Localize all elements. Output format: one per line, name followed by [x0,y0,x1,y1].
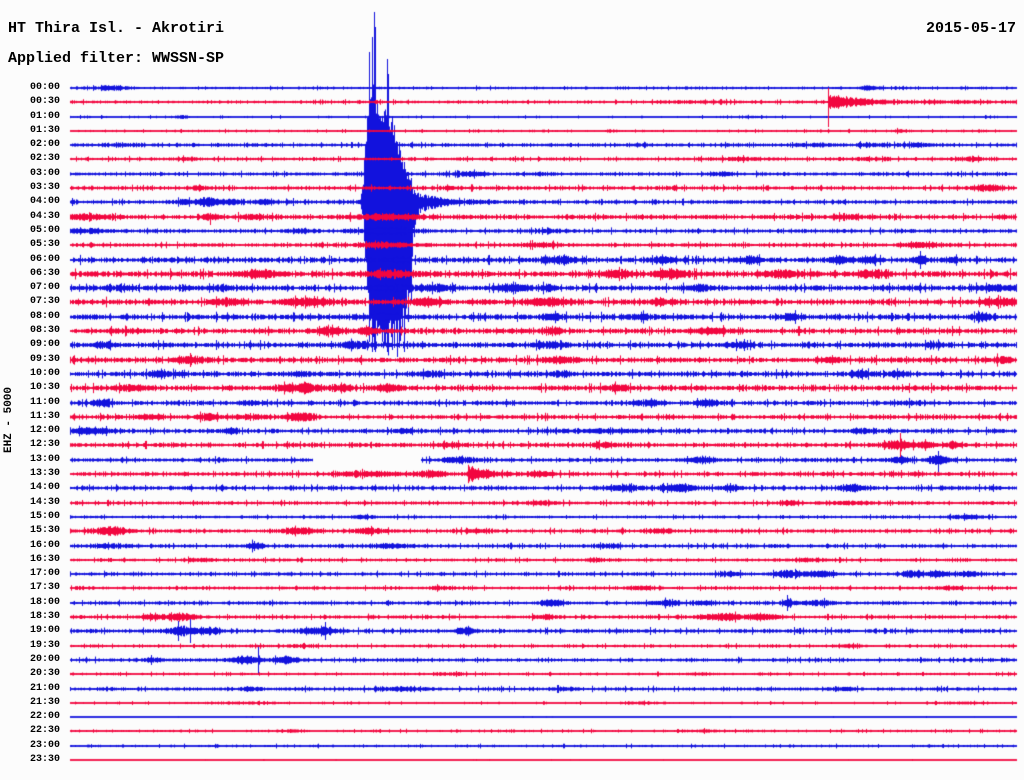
time-label: 18:00 [29,597,60,608]
time-label: 01:00 [29,111,60,122]
time-label: 20:00 [29,654,60,665]
time-label: 04:00 [29,196,60,207]
time-label: 19:00 [29,625,60,636]
time-label: 23:00 [29,740,60,751]
time-label: 11:00 [29,397,60,408]
time-label: 03:00 [29,168,60,179]
time-label: 20:30 [29,668,60,679]
time-label: 13:30 [29,468,60,479]
time-label: 08:30 [29,325,60,336]
time-label: 07:30 [29,296,60,307]
time-label: 16:00 [29,540,60,551]
time-label: 02:00 [29,139,60,150]
time-label: 04:30 [29,211,60,222]
time-label: 17:00 [29,568,60,579]
time-label: 17:30 [29,582,60,593]
date-label: 2015-05-17 [925,20,1016,37]
time-label: 14:30 [29,497,60,508]
time-label: 02:30 [29,153,60,164]
time-label: 00:00 [29,82,60,93]
time-label: 15:30 [29,525,60,536]
time-label: 05:30 [29,239,60,250]
time-label: 11:30 [29,411,60,422]
time-label: 21:30 [29,697,60,708]
time-label: 14:00 [29,482,60,493]
time-label: 09:30 [29,354,60,365]
time-label: 01:30 [29,125,60,136]
time-label: 21:00 [29,683,60,694]
time-label: 22:00 [29,711,60,722]
time-label: 10:00 [29,368,60,379]
time-label: 09:00 [29,339,60,350]
time-label: 10:30 [29,382,60,393]
station-title: HT Thira Isl. - Akrotiri [8,20,225,37]
time-label: 06:30 [29,268,60,279]
time-label: 23:30 [29,754,60,765]
filter-label: Applied filter: WWSSN-SP [8,50,225,67]
time-label: 12:30 [29,439,60,450]
time-label: 16:30 [29,554,60,565]
time-label: 07:00 [29,282,60,293]
time-label: 18:30 [29,611,60,622]
time-label: 13:00 [29,454,60,465]
time-label: 06:00 [29,254,60,265]
time-label: 15:00 [29,511,60,522]
time-label: 19:30 [29,640,60,651]
time-label: 12:00 [29,425,60,436]
time-label: 03:30 [29,182,60,193]
time-label: 05:00 [29,225,60,236]
time-label: 08:00 [29,311,60,322]
time-label: 22:30 [29,725,60,736]
time-label: 00:30 [29,96,60,107]
